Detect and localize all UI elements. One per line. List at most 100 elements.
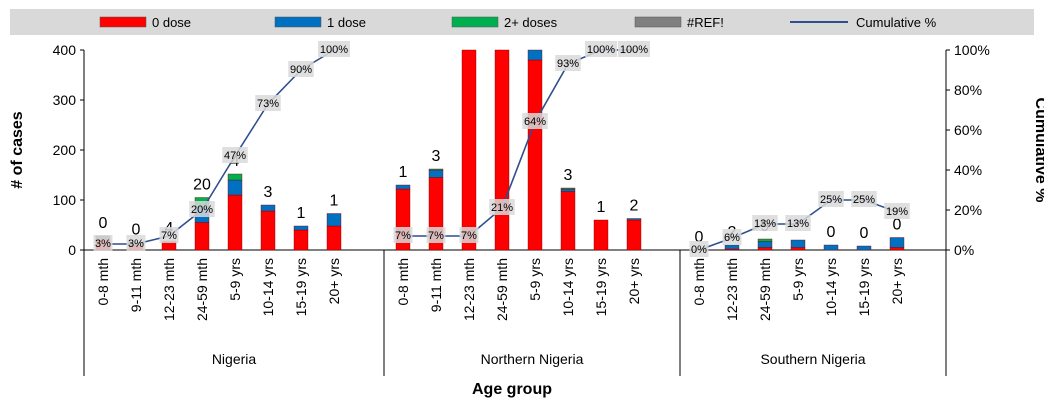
axes: 01002003004000%20%40%60%80%100%Nigeria0-… (53, 42, 990, 376)
bar-segment (227, 194, 243, 251)
pct-label-bg (459, 227, 479, 243)
pct-label-bg (618, 41, 650, 57)
category-label: 0-8 mth (95, 258, 111, 305)
y2-tick-label: 100% (954, 42, 990, 58)
pct-label: 47% (224, 150, 246, 162)
category-label: 12-23 mth (461, 258, 477, 321)
bar-segment (494, 49, 510, 251)
pct-label: 7% (395, 230, 411, 242)
pct-label: 100% (320, 44, 348, 56)
category-label: 20+ yrs (326, 258, 342, 304)
pct-label-bg (288, 61, 314, 77)
bar-segment (161, 242, 177, 251)
data-label: 0 (827, 224, 836, 241)
pct-label: 25% (820, 194, 842, 206)
pct-label-bg (555, 55, 581, 71)
y2-tick-label: 20% (954, 202, 982, 218)
pct-label: 100% (620, 44, 648, 56)
bar-segment (260, 204, 276, 212)
category-label: 24-59 mth (194, 258, 210, 321)
y-tick-label: 400 (53, 42, 77, 58)
bar-segment (889, 237, 905, 248)
category-label: 12-23 mth (161, 258, 177, 321)
pct-label: 6% (724, 232, 740, 244)
pct-label-bg (159, 227, 179, 243)
pct-label: 0% (691, 244, 707, 256)
pct-label: 21% (491, 202, 513, 214)
bars (95, 49, 905, 251)
bar-segment (395, 184, 411, 190)
bar-segment (560, 191, 576, 251)
data-label: 0 (860, 225, 869, 242)
y-tick-label: 100 (53, 192, 77, 208)
category-label: 10-14 yrs (560, 258, 576, 316)
category-label: 15-19 yrs (293, 258, 309, 316)
legend-swatch (99, 16, 147, 28)
pct-label: 25% (853, 194, 875, 206)
data-label: 3 (564, 167, 573, 184)
legend-background (10, 9, 1034, 35)
group-label: Southern Nigeria (760, 351, 865, 367)
pct-label-bg (884, 203, 910, 219)
pct-label: 7% (161, 230, 177, 242)
bar-segment (593, 219, 609, 251)
pct-label: 3% (128, 238, 144, 250)
pct-label-bg (426, 227, 446, 243)
pct-label-bg (785, 215, 811, 231)
pct-label: 3% (95, 238, 111, 250)
bar-segment (790, 239, 806, 248)
pct-label-bg (393, 227, 413, 243)
pct-label-bg (318, 41, 350, 57)
bar-segment (461, 49, 477, 251)
bar-segment (293, 225, 309, 231)
y2-tick-label: 80% (954, 82, 982, 98)
data-label: 0 (132, 222, 141, 239)
data-label: 20 (193, 177, 211, 194)
category-label: 5-9 yrs (527, 258, 543, 301)
bar-segment (757, 238, 773, 242)
bar-segment (293, 229, 309, 251)
pct-label-bg (489, 199, 515, 215)
category-label: 24-59 mth (494, 258, 510, 321)
pct-label: 64% (524, 116, 546, 128)
pct-label-bg (752, 215, 778, 231)
data-label: 1 (399, 164, 408, 181)
y-axis-title: # of cases (9, 111, 26, 188)
legend-swatch (451, 16, 499, 28)
data-label: 2 (630, 198, 639, 215)
pct-label-bg (189, 201, 215, 217)
pct-label-bg (689, 241, 709, 257)
legend-label: 1 dose (327, 15, 366, 30)
legend-swatch (634, 16, 682, 28)
data-label: 1 (330, 193, 339, 210)
pct-label-bg (818, 191, 844, 207)
bar-segment (227, 173, 243, 181)
pct-label: 19% (886, 206, 908, 218)
category-label: 9-11 mth (128, 258, 144, 312)
legend-swatch (274, 16, 322, 28)
pct-label: 13% (754, 218, 776, 230)
category-label: 20+ yrs (626, 258, 642, 304)
data-label: 0 (695, 229, 704, 246)
bar-segment (260, 210, 276, 251)
bar-segment (227, 179, 243, 196)
category-label: 0-8 mth (691, 258, 707, 305)
pct-label-bg (255, 95, 281, 111)
category-label: 20+ yrs (889, 258, 905, 304)
bar-segment (757, 247, 773, 251)
pct-label: 100% (587, 44, 615, 56)
category-label: 15-19 yrs (856, 258, 872, 316)
pct-label-bg (585, 41, 617, 57)
pct-label-bg (93, 235, 113, 251)
legend-label: Cumulative % (856, 15, 937, 30)
data-label: 3 (432, 148, 441, 165)
y-tick-label: 0 (68, 242, 76, 258)
pct-label: 7% (461, 230, 477, 242)
category-label: 15-19 yrs (593, 258, 609, 316)
y2-tick-label: 60% (954, 122, 982, 138)
group-label: Nigeria (212, 351, 257, 367)
y2-axis-title: Cumulative % (1032, 98, 1044, 203)
y-tick-label: 300 (53, 92, 77, 108)
legend-label: 0 dose (152, 15, 191, 30)
data-label: 1 (597, 199, 606, 216)
